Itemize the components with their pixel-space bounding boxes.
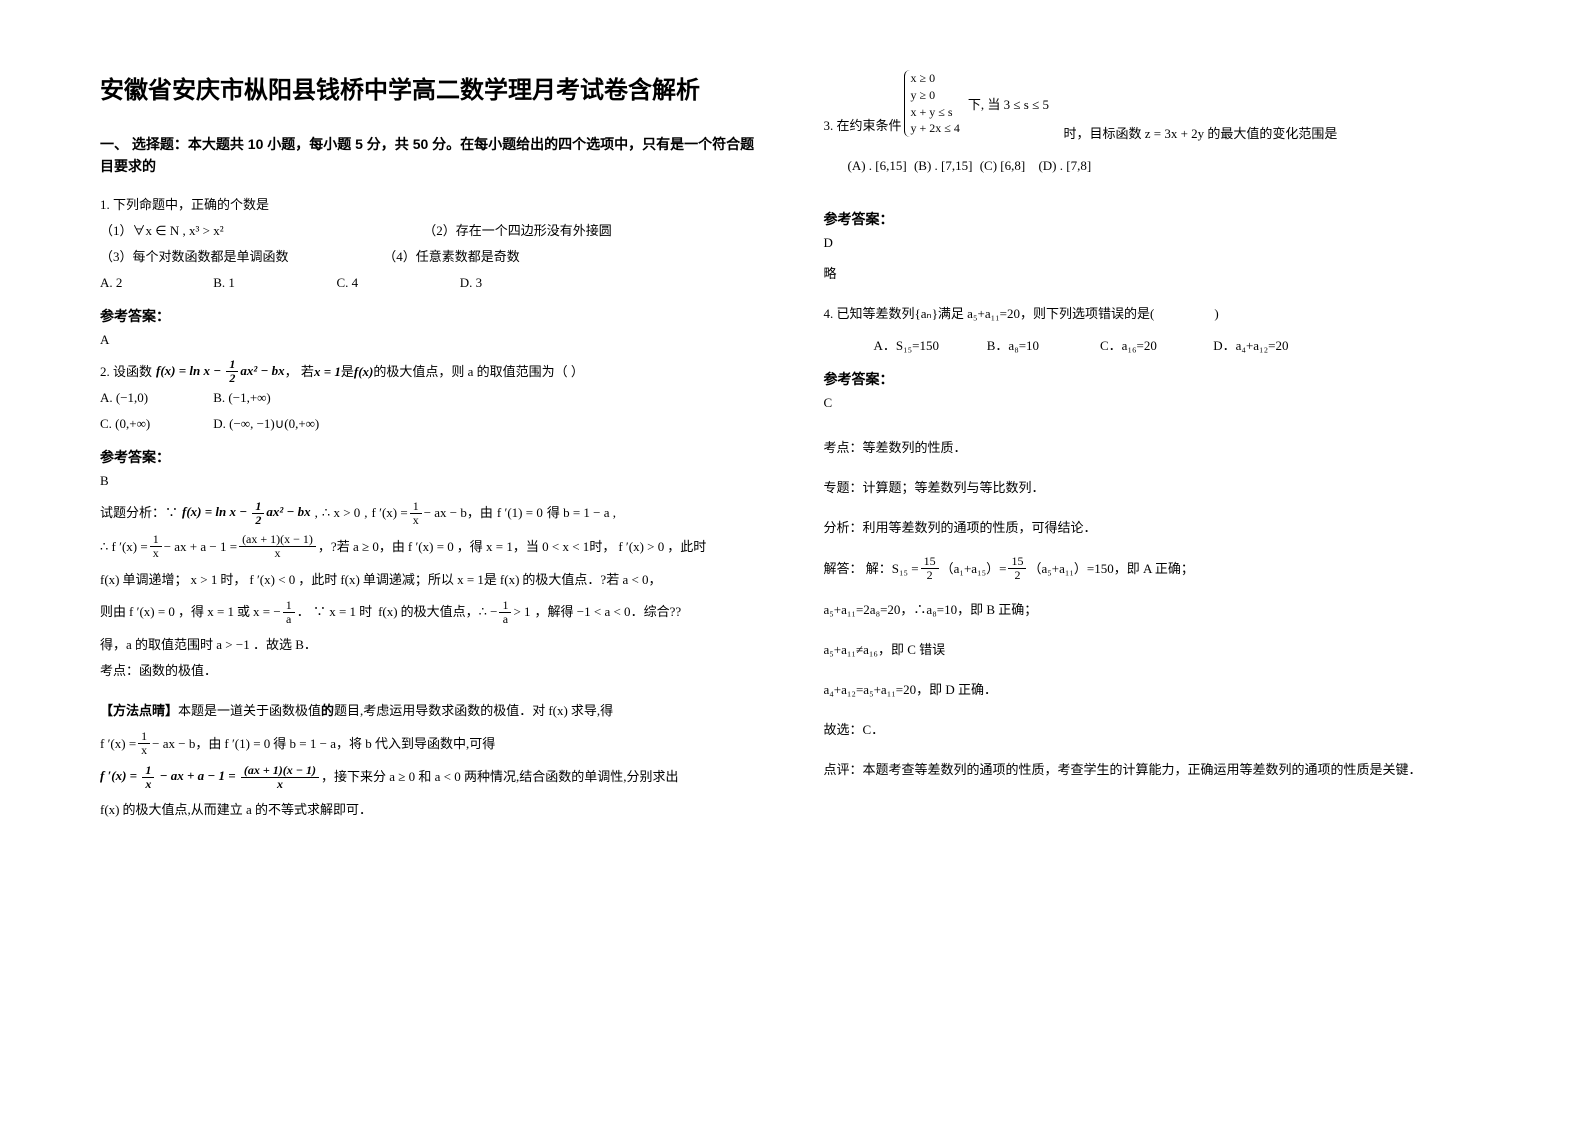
q2-options-row2: C. (0,+∞) D. (−∞, −1)∪(0,+∞) (100, 411, 764, 437)
q4-answer-value: C (824, 395, 1488, 411)
q2-tip-2: f ′(x) = 1x − ax − b ，由f ′(1) = 0得 b = 1… (100, 730, 764, 757)
q2-mid2: 是 (341, 359, 354, 385)
q1-optC: C. 4 (337, 270, 457, 296)
q4-l2: 专题：计算题；等差数列与等比数列． (824, 475, 1488, 501)
q2-stem: 2. 设函数 f(x) = ln x − 12ax² − bx ， 若 x = … (100, 358, 764, 386)
q1-c1: （1）∀x ∈ N , x³ > x² (100, 218, 420, 244)
q1-optB: B. 1 (213, 270, 333, 296)
q4-optA: A．S₁₅=150 (874, 333, 984, 359)
q2-tip-1: 【方法点晴】 本题是一道关于函数极值的题目,考虑运用导数求函数的极值．对 f(x… (100, 698, 764, 724)
q1-c4: （4）任意素数都是奇数 (383, 244, 520, 270)
q2-optC: C. (0,+∞) (100, 411, 210, 437)
q1-answer-label: 参考答案： (100, 306, 764, 326)
q1-optA: A. 2 (100, 270, 210, 296)
q3-optC: (C) [6,8] (980, 153, 1026, 179)
q3-slight: 略 (824, 261, 1488, 287)
q4-solve-2: a₅+a₁₁=2a₈=20，∴a₈=10，即 B 正确； (824, 597, 1488, 623)
q4-l3: 分析：利用等差数列的通项的性质，可得结论． (824, 515, 1488, 541)
q2-answer-label: 参考答案： (100, 447, 764, 467)
q3-answer-label: 参考答案： (824, 209, 1488, 229)
q1-c3: （3）每个对数函数都是单调函数 (100, 244, 380, 270)
q3-pre: 3. 在约束条件 (824, 113, 902, 139)
q2-optB: B. (−1,+∞) (213, 385, 271, 411)
q2-options-row1: A. (−1,0) B. (−1,+∞) (100, 385, 764, 411)
q1-statements-row2: （3）每个对数函数都是单调函数 （4）任意素数都是奇数 (100, 244, 764, 270)
q4-solve-5: 故选：C． (824, 717, 1488, 743)
q4-optC: C．a₁₆=20 (1100, 333, 1210, 359)
q2-analysis-1: 试题分析：∵ f(x) = ln x − 12ax² − bx , ∴ x > … (100, 499, 764, 527)
q2-end: 的极大值点，则 a 的取值范围为（ ） (373, 359, 584, 385)
q2-optD: D. (−∞, −1)∪(0,+∞) (213, 411, 319, 437)
q3-answer-value: D (824, 235, 1488, 251)
q4-options: A．S₁₅=150 B．a₈=10 C．a₁₆=20 D．a₄+a₁₂=20 (874, 333, 1488, 359)
q4-answer-label: 参考答案： (824, 369, 1488, 389)
section-1-heading: 一、 选择题：本大题共 10 小题，每小题 5 分，共 50 分。在每小题给出的… (100, 133, 764, 178)
q4-solve-4: a₄+a₁₂=a₅+a₁₁=20，即 D 正确． (824, 677, 1488, 703)
q1-answer-value: A (100, 332, 764, 348)
q1-options: A. 2 B. 1 C. 4 D. 3 (100, 270, 764, 296)
q2-stem-pre: 2. 设函数 (100, 359, 152, 385)
q4-comment: 点评：本题考查等差数列的通项的性质，考查学生的计算能力，正确运用等差数列的通项的… (824, 757, 1488, 783)
q2-fx: f(x) (354, 359, 374, 385)
q4-l1: 考点：等差数列的性质． (824, 435, 1488, 461)
q2-answer-value: B (100, 473, 764, 489)
q2-optA: A. (−1,0) (100, 385, 210, 411)
q4-optD: D．a₄+a₁₂=20 (1213, 333, 1288, 359)
q2-x1: x = 1 (314, 359, 341, 385)
q3-cases: x ≥ 0 y ≥ 0 x + y ≤ s y + 2x ≤ 4 (904, 70, 960, 137)
q3-stem-row2: 时，目标函数 z = 3x + 2y 的最大值的变化范围是 (1064, 121, 1488, 147)
q3-optA: (A) . [6,15] (848, 153, 907, 179)
q2-analysis-4: 则由f ′(x) = 0，得 x = 1或 x = −1a ． ∵ x = 1时… (100, 599, 764, 626)
right-column: 3. 在约束条件 x ≥ 0 y ≥ 0 x + y ≤ s y + 2x ≤ … (824, 70, 1488, 1082)
q2-mid: ， 若 (285, 359, 314, 385)
q2-tip-3: f ′(x) = 1x − ax + a − 1 = (ax + 1)(x − … (100, 763, 764, 791)
q1-c2: （2）存在一个四边形没有外接圆 (423, 218, 612, 244)
q4-solve-1: 解答： 解：S₁₅ = 152 （a₁+a₁₅）= 152 （a₅+a₁₁）=1… (824, 555, 1488, 582)
q2-analysis-6: 考点：函数的极值． (100, 658, 764, 684)
q3-options: (A) . [6,15] (B) . [7,15] (C) [6,8] (D) … (848, 153, 1488, 179)
q2-analysis-5: 得，a 的取值范围时 a > −1 ．故选 B． (100, 632, 764, 658)
q1-optD: D. 3 (460, 270, 482, 296)
q1-stem: 1. 下列命题中，正确的个数是 (100, 192, 764, 218)
q4-stem: 4. 已知等差数列{aₙ}满足 a₅+a₁₁=20，则下列选项错误的是() (824, 301, 1488, 327)
left-column: 安徽省安庆市枞阳县钱桥中学高二数学理月考试卷含解析 一、 选择题：本大题共 10… (100, 70, 764, 1082)
q2-analysis-2: ∴ f ′(x) = 1x − ax + a − 1 = (ax + 1)(x … (100, 533, 764, 560)
q4-solve-3: a₅+a₁₁≠a₁₆，即 C 错误 (824, 637, 1488, 663)
doc-title: 安徽省安庆市枞阳县钱桥中学高二数学理月考试卷含解析 (100, 70, 764, 105)
q2-f: f(x) = ln x − 12ax² − bx (156, 358, 285, 386)
q2-tip-4: f(x)的极大值点,从而建立 a 的不等式求解即可． (100, 797, 764, 823)
q1-statements-row1: （1）∀x ∈ N , x³ > x² （2）存在一个四边形没有外接圆 (100, 218, 764, 244)
q2-analysis-3: f(x)单调递增； x > 1时，f ′(x) < 0，此时f(x)单调递减；所… (100, 567, 764, 593)
q3-optD: (D) . [7,8] (1038, 153, 1091, 179)
q4-optB: B．a₈=10 (987, 333, 1097, 359)
q3-mid1: 下, 当 3 ≤ s ≤ 5 (968, 92, 1049, 118)
q3-optB: (B) . [7,15] (914, 153, 973, 179)
